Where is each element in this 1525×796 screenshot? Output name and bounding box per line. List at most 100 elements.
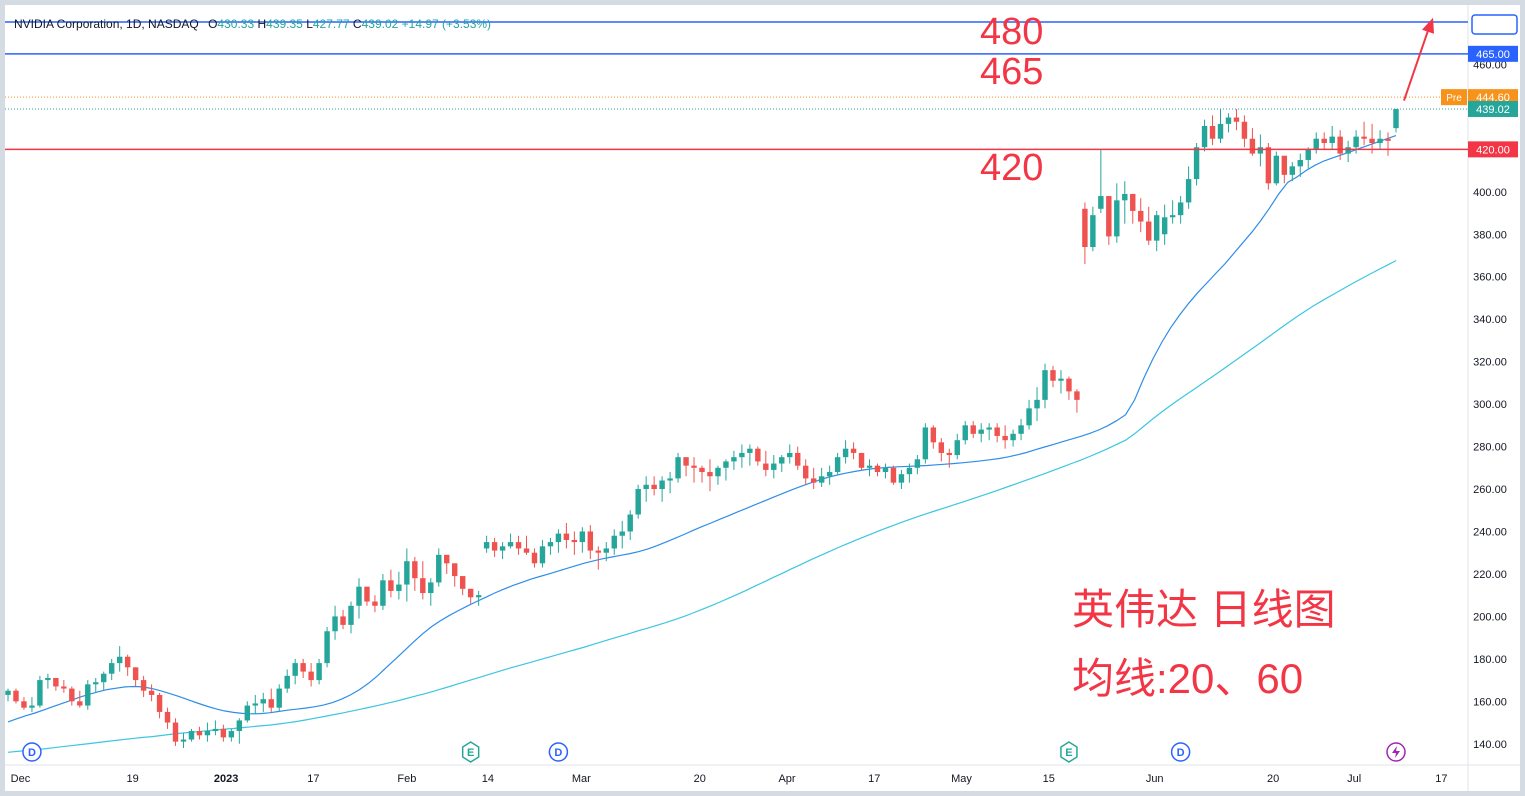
candle bbox=[1329, 126, 1335, 150]
candle-body bbox=[1185, 179, 1192, 203]
candle-body bbox=[37, 680, 43, 706]
candle-body bbox=[978, 429, 984, 434]
x-tick-label: 2023 bbox=[214, 773, 238, 785]
candle-body bbox=[683, 457, 689, 466]
candle-body bbox=[284, 675, 290, 689]
candle bbox=[1273, 151, 1280, 186]
y-tick-label: 260.00 bbox=[1473, 484, 1507, 496]
candle-body bbox=[1066, 378, 1072, 392]
candle bbox=[444, 554, 450, 574]
ma20-line bbox=[7, 135, 1397, 723]
candle bbox=[1345, 140, 1351, 163]
candle-body bbox=[452, 563, 458, 577]
candle bbox=[994, 423, 1000, 443]
candle bbox=[866, 459, 873, 477]
candle bbox=[364, 586, 370, 606]
candle bbox=[834, 452, 841, 475]
candle-body bbox=[1281, 155, 1288, 175]
candle-body bbox=[1257, 147, 1264, 154]
symbol-name[interactable]: NVIDIA Corporation, 1D, NASDAQ bbox=[14, 17, 199, 31]
candle bbox=[212, 720, 219, 736]
price-axis bbox=[1468, 5, 1520, 765]
candle-body bbox=[922, 427, 929, 460]
candle bbox=[132, 667, 139, 687]
candle-body bbox=[507, 542, 514, 547]
earnings-icon bbox=[461, 741, 480, 763]
x-tick-label: Dec bbox=[11, 773, 31, 785]
candle bbox=[763, 450, 769, 477]
candle bbox=[1257, 134, 1264, 167]
candle-body bbox=[723, 461, 729, 468]
candle-body bbox=[898, 474, 905, 483]
candle-body bbox=[515, 542, 522, 549]
candle-body bbox=[771, 463, 777, 470]
candle bbox=[946, 448, 952, 468]
candle bbox=[268, 688, 274, 712]
candle-body bbox=[866, 465, 873, 468]
candle-body bbox=[699, 467, 705, 473]
candle-body bbox=[539, 546, 546, 564]
candle bbox=[499, 542, 506, 560]
candle bbox=[930, 425, 937, 449]
candle-body bbox=[332, 616, 338, 632]
candle bbox=[667, 472, 673, 494]
price-tag-420: 420.00 bbox=[1476, 144, 1510, 156]
candle bbox=[842, 440, 849, 464]
candle-body bbox=[1153, 215, 1160, 241]
candle bbox=[180, 733, 187, 749]
candle bbox=[236, 718, 243, 744]
x-tick-label: May bbox=[951, 773, 972, 785]
candle-body bbox=[1034, 399, 1040, 409]
candle-body bbox=[595, 550, 602, 553]
candle bbox=[810, 467, 817, 490]
candle-body bbox=[1241, 121, 1248, 139]
dividend-letter: D bbox=[554, 747, 562, 759]
candle bbox=[324, 627, 330, 668]
x-tick-label: 14 bbox=[482, 773, 494, 785]
candle bbox=[874, 463, 881, 477]
candle-body bbox=[579, 531, 586, 543]
candle-body bbox=[659, 480, 665, 490]
candle-body bbox=[667, 478, 673, 481]
price-tag-bg-465 bbox=[1468, 45, 1518, 62]
candle-body bbox=[1074, 391, 1080, 400]
pre-tag-bg bbox=[1441, 89, 1467, 106]
candles bbox=[5, 109, 1399, 749]
candle bbox=[731, 450, 737, 470]
candle-body bbox=[132, 667, 139, 681]
candle-body bbox=[739, 452, 745, 458]
candle-body bbox=[882, 467, 889, 473]
candle bbox=[826, 465, 833, 485]
candle bbox=[1010, 429, 1016, 447]
candle-body bbox=[324, 631, 330, 664]
y-tick-label: 360.00 bbox=[1473, 272, 1507, 284]
candle-body bbox=[834, 457, 841, 473]
earnings-marker: E bbox=[1060, 741, 1078, 763]
candle bbox=[715, 465, 721, 485]
candle-body bbox=[1233, 117, 1240, 122]
candle bbox=[420, 561, 426, 600]
candle-body bbox=[715, 467, 721, 477]
dividend-marker: D bbox=[1170, 742, 1191, 762]
candle-body bbox=[1209, 126, 1216, 139]
candle bbox=[196, 726, 203, 740]
candle-body bbox=[388, 580, 394, 591]
up-arrow-icon bbox=[1403, 27, 1430, 101]
x-tick-label: Apr bbox=[778, 773, 795, 785]
high-value: 439.35 bbox=[266, 17, 303, 31]
y-tick-label: 380.00 bbox=[1473, 229, 1507, 241]
candle bbox=[1249, 128, 1256, 156]
candle-body bbox=[1337, 136, 1343, 154]
y-tick-label: 200.00 bbox=[1473, 611, 1507, 623]
time-axis bbox=[5, 765, 1520, 791]
candle bbox=[475, 590, 482, 606]
candle-body bbox=[627, 514, 633, 532]
candle-body bbox=[1114, 200, 1120, 237]
candle bbox=[380, 573, 386, 611]
last-value: 439.02 bbox=[1476, 104, 1510, 116]
candle-body bbox=[563, 533, 570, 540]
candle bbox=[459, 576, 466, 596]
candle-body bbox=[1313, 138, 1319, 150]
candle-body bbox=[300, 663, 306, 672]
